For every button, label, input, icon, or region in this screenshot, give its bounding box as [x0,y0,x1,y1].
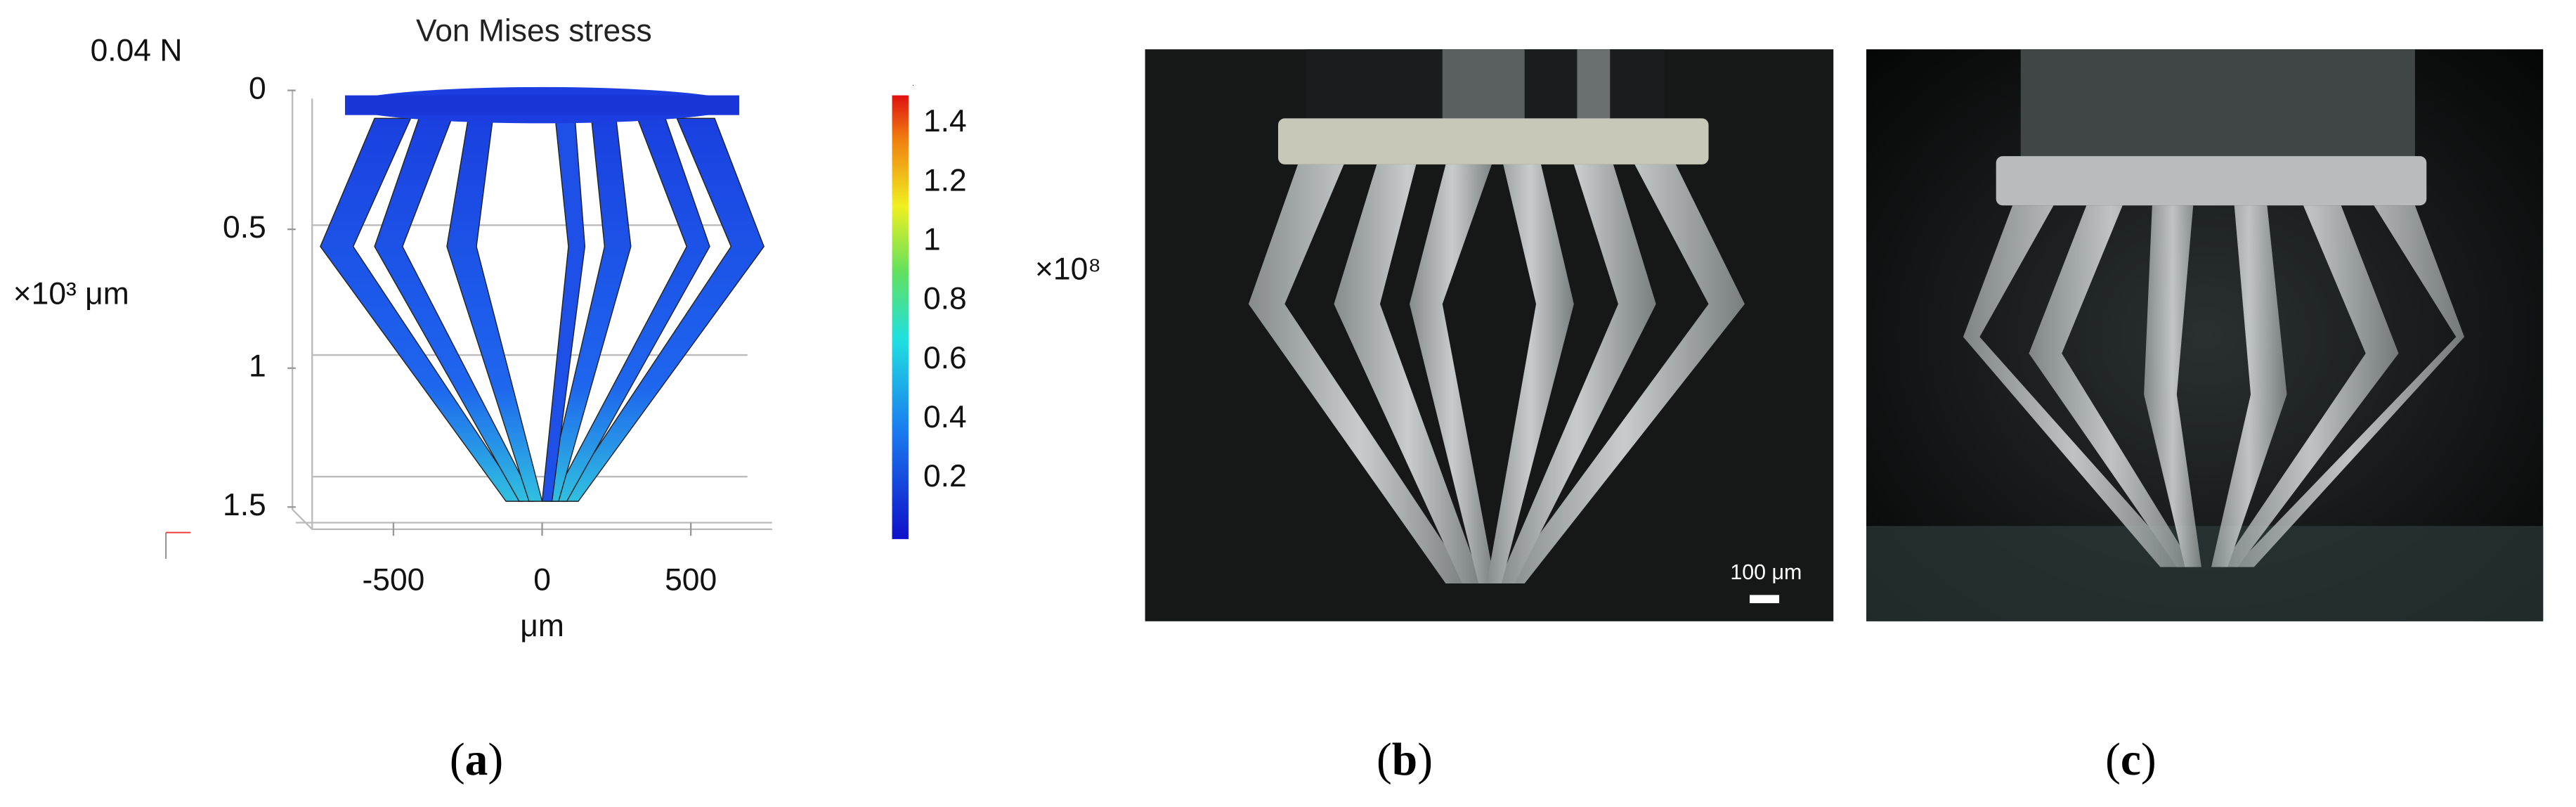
caption-open: ( [2105,735,2121,785]
y-tick-label: 0.5 [223,210,266,245]
colorbar-tick-label: 0.8 [923,282,967,316]
x-tick-label: 500 [665,562,717,597]
scale-bar-label: 100 μm [1730,560,1802,584]
y-tick-label: 1 [249,349,266,383]
gripper-model [320,86,765,502]
colorbar-tick-label: 0.4 [923,400,967,434]
panel-b-photo: 100 μm [1145,49,1834,621]
caption-close: ) [1417,735,1433,785]
colorbar-tick-label: 0.6 [923,341,967,375]
plot-title: Von Mises stress [416,14,652,49]
y-axis-label: ×10³ μm [13,277,129,311]
y-tick-label: 1.5 [223,488,266,522]
caption-letter: c [2121,735,2141,785]
caption-close: ) [2141,735,2157,785]
panel-caption: (b) [1377,735,1433,785]
colorbar-tick-label: 1.2 [923,163,967,198]
y-tick-label: 0 [249,71,266,105]
colorbar [892,95,909,539]
x-tick-label: -500 [363,562,425,597]
panel-a: 0.04 N Von Mises stress ×10³ μm μm · [13,14,967,643]
caption-close: ) [488,735,503,785]
caption-open: ( [450,735,465,785]
mini-triad [165,531,191,559]
x-axis-label: μm [520,609,564,643]
caption-letter: a [465,735,488,785]
force-label: 0.04 N [91,34,183,68]
caption-letter: b [1392,735,1417,785]
colorbar-tick-label: 1 [923,222,941,257]
x-tick-label: 0 [533,562,551,597]
colorbar-exponent: · [912,81,915,90]
panel-c-photo [1866,49,2544,621]
colorbar-tick-label: 0.2 [923,459,967,493]
colorbar-tick-label: 1.4 [923,104,967,138]
caption-open: ( [1377,735,1392,785]
panel-caption: (c) [2105,735,2157,785]
stray-label: ×10⁸ [1035,252,1101,287]
panel-caption: (a) [450,735,503,785]
